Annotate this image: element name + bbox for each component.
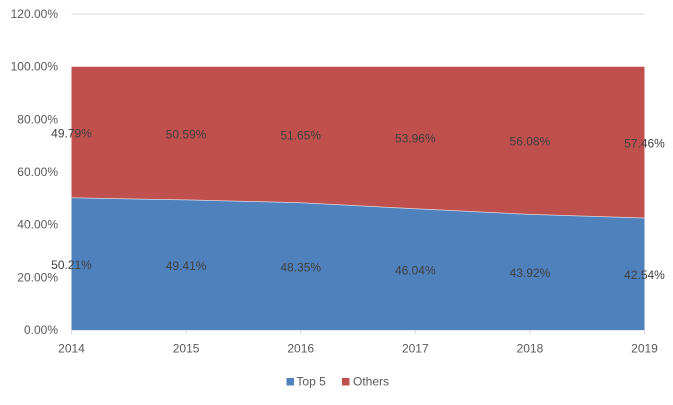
svg-text:2019: 2019	[631, 342, 658, 356]
svg-text:57.46%: 57.46%	[624, 136, 665, 150]
svg-text:2015: 2015	[173, 342, 200, 356]
svg-text:0.00%: 0.00%	[24, 323, 58, 337]
svg-text:56.08%: 56.08%	[510, 135, 551, 149]
svg-text:49.79%: 49.79%	[51, 126, 92, 140]
svg-text:42.54%: 42.54%	[624, 268, 665, 282]
svg-text:80.00%: 80.00%	[17, 112, 58, 126]
svg-text:40.00%: 40.00%	[17, 218, 58, 232]
svg-text:120.00%: 120.00%	[11, 7, 59, 21]
svg-text:49.41%: 49.41%	[166, 259, 207, 273]
svg-text:2017: 2017	[402, 342, 429, 356]
svg-text:Top 5: Top 5	[296, 375, 326, 389]
svg-text:60.00%: 60.00%	[17, 165, 58, 179]
svg-text:2018: 2018	[517, 342, 544, 356]
svg-text:50.59%: 50.59%	[166, 127, 207, 141]
svg-text:50.21%: 50.21%	[51, 258, 92, 272]
svg-text:53.96%: 53.96%	[395, 132, 436, 146]
svg-text:46.04%: 46.04%	[395, 263, 436, 277]
svg-text:2016: 2016	[287, 342, 314, 356]
svg-text:48.35%: 48.35%	[280, 260, 321, 274]
svg-text:Others: Others	[353, 375, 389, 389]
svg-text:2014: 2014	[58, 342, 85, 356]
svg-text:43.92%: 43.92%	[510, 266, 551, 280]
svg-text:100.00%: 100.00%	[11, 60, 59, 74]
svg-text:20.00%: 20.00%	[17, 270, 58, 284]
svg-text:51.65%: 51.65%	[280, 129, 321, 143]
